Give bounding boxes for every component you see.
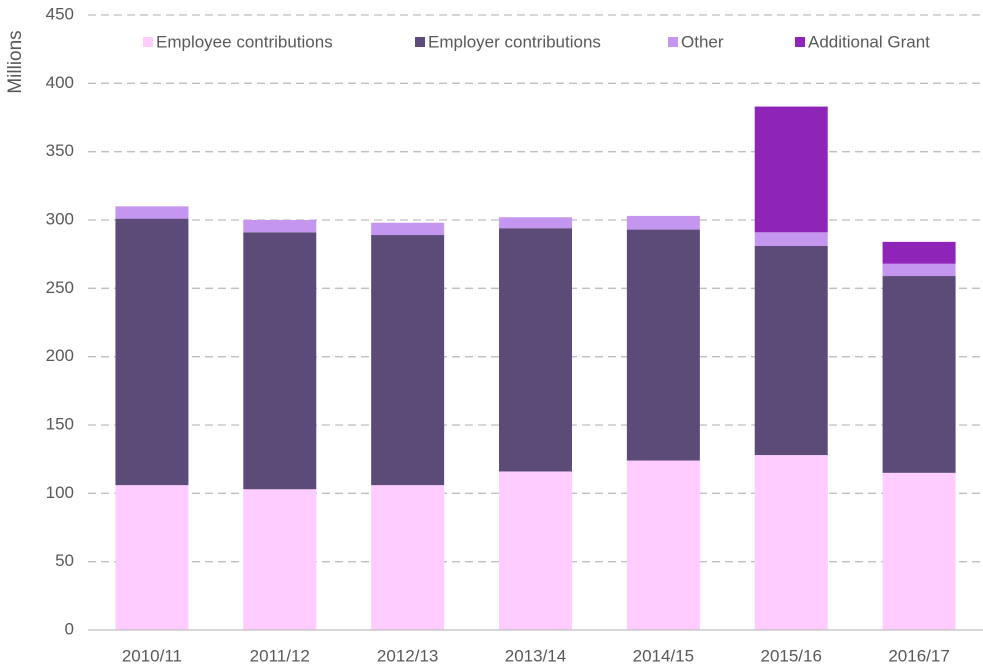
y-tick-label: 150 bbox=[46, 414, 74, 433]
bar-segment bbox=[882, 276, 956, 473]
bar-segment bbox=[243, 232, 317, 490]
legend-swatch bbox=[143, 37, 153, 47]
x-tick-label: 2015/16 bbox=[760, 646, 821, 665]
bar-segment bbox=[882, 263, 956, 277]
bar-segment bbox=[115, 218, 189, 486]
legend-label: Additional Grant bbox=[808, 32, 930, 51]
bar-segment bbox=[754, 245, 828, 456]
bar-segment bbox=[499, 217, 572, 229]
y-tick-label: 400 bbox=[46, 73, 74, 92]
bar-segment bbox=[754, 106, 828, 233]
x-tick-label: 2016/17 bbox=[888, 646, 949, 665]
legend-label: Employee contributions bbox=[156, 32, 333, 51]
legend-label: Employer contributions bbox=[428, 32, 601, 51]
x-tick-label: 2011/12 bbox=[250, 646, 310, 665]
bar-segment bbox=[243, 489, 317, 630]
bar-segment bbox=[243, 220, 317, 233]
bar-segment bbox=[626, 229, 700, 461]
bar-segment bbox=[371, 235, 445, 486]
legend-label: Other bbox=[681, 32, 724, 51]
x-tick-label: 2010/11 bbox=[122, 646, 182, 665]
legend-swatch bbox=[668, 37, 678, 47]
bar-segment bbox=[754, 455, 828, 630]
legend-swatch bbox=[415, 37, 425, 47]
y-tick-label: 250 bbox=[46, 278, 74, 297]
y-tick-label: 50 bbox=[55, 551, 74, 570]
bar-segment bbox=[371, 485, 445, 630]
y-axis-label: Millions bbox=[5, 30, 26, 93]
bar-segment bbox=[115, 206, 189, 219]
bar-segment bbox=[882, 241, 956, 264]
bar-segment bbox=[499, 471, 572, 630]
bar-segment bbox=[626, 460, 700, 630]
y-tick-label: 450 bbox=[46, 4, 74, 23]
bar-segment bbox=[499, 228, 572, 472]
y-tick-label: 300 bbox=[46, 209, 74, 228]
y-tick-label: 0 bbox=[65, 619, 74, 638]
bar-segment bbox=[115, 485, 189, 630]
legend-swatch bbox=[795, 37, 805, 47]
bar-segment bbox=[754, 232, 828, 246]
bar-segment bbox=[371, 222, 445, 236]
x-tick-label: 2014/15 bbox=[633, 646, 694, 665]
x-tick-label: 2012/13 bbox=[377, 646, 438, 665]
x-tick-label: 2013/14 bbox=[505, 646, 566, 665]
bar-segment bbox=[626, 215, 700, 230]
y-tick-label: 350 bbox=[46, 141, 74, 160]
bar-segment bbox=[882, 472, 956, 630]
y-tick-label: 200 bbox=[46, 346, 74, 365]
y-tick-label: 100 bbox=[46, 483, 74, 502]
